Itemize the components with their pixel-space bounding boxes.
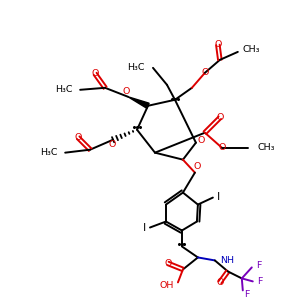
- Text: I: I: [217, 192, 220, 202]
- Text: O: O: [214, 40, 221, 50]
- Text: O: O: [92, 69, 99, 78]
- Text: O: O: [197, 136, 205, 145]
- Text: O: O: [164, 259, 172, 268]
- Text: O: O: [193, 162, 201, 171]
- Text: H₃C: H₃C: [128, 63, 145, 72]
- Text: O: O: [108, 140, 116, 149]
- Text: H₃C: H₃C: [55, 85, 72, 94]
- Text: NH: NH: [220, 256, 234, 265]
- Text: H₃C: H₃C: [40, 148, 57, 157]
- Polygon shape: [128, 97, 149, 108]
- Text: I: I: [143, 223, 146, 232]
- Text: F: F: [257, 277, 262, 286]
- Text: O: O: [216, 113, 224, 122]
- Text: CH₃: CH₃: [243, 45, 260, 54]
- Text: CH₃: CH₃: [258, 143, 275, 152]
- Text: F: F: [244, 290, 249, 299]
- Text: O: O: [122, 87, 130, 96]
- Text: OH: OH: [160, 281, 174, 290]
- Text: O: O: [218, 143, 226, 152]
- Text: F: F: [256, 261, 261, 270]
- Text: O: O: [74, 133, 82, 142]
- Text: O: O: [216, 278, 224, 287]
- Text: O: O: [201, 68, 208, 77]
